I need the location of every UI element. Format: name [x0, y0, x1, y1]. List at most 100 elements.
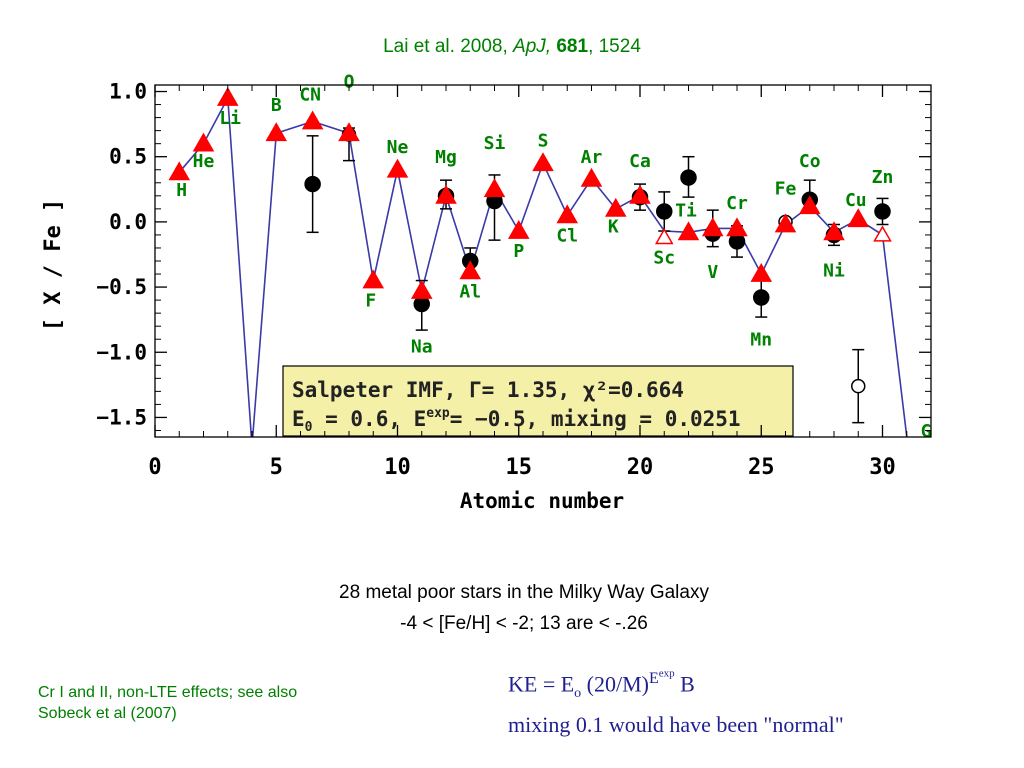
- model-point-3: [265, 122, 288, 142]
- element-label-7: Ne: [387, 137, 409, 158]
- legend-line-1: Salpeter IMF, Γ= 1.35, χ²=0.664: [292, 378, 684, 402]
- element-label-21: V: [707, 262, 718, 283]
- element-label-0: H: [176, 180, 187, 201]
- y-tick-label-0: 1.0: [109, 80, 147, 104]
- abundance-chart: H He Li B CN O F Ne Na Mg Al Si P S Cl Ar K Ca Ti Sc Cr V Fe Mn…: [41, 72, 932, 513]
- element-label-14: Cl: [556, 225, 578, 246]
- element-label-24: Co: [799, 151, 821, 172]
- observation-point-0: [304, 175, 321, 193]
- element-label-25: Cu: [845, 190, 867, 211]
- observation-point-16: [874, 203, 891, 220]
- legend-e0-sub: 0: [305, 420, 313, 435]
- legend-box: [282, 365, 794, 437]
- observation-point-15: [851, 378, 866, 394]
- formula-line-2: mixing 0.1 would have been "normal": [508, 712, 844, 737]
- model-point-13: [532, 152, 554, 172]
- legend: Salpeter IMF, Γ= 1.35, χ²=0.664 E0 = 0.6…: [282, 365, 794, 437]
- model-point-21: [726, 217, 748, 237]
- element-label-16: K: [608, 216, 619, 237]
- model-point-2: [216, 87, 239, 106]
- model-point-7: [386, 158, 409, 178]
- formula-sup: Eexp: [649, 668, 675, 688]
- model-point-27: [873, 225, 892, 242]
- model-point-14: [556, 204, 579, 224]
- legend-line-2-rest: = −0.5, mixing = 0.0251: [450, 407, 741, 431]
- y-tick-label-4: −1.0: [96, 340, 147, 364]
- element-label-2: Li: [219, 108, 241, 129]
- element-label-5: O: [344, 72, 355, 93]
- element-label-28: G: [921, 421, 932, 442]
- x-tick-label-1: 5: [270, 455, 283, 480]
- model-point-0: [168, 161, 191, 181]
- model-point-10: [459, 260, 482, 280]
- formula-mid: (20/M): [581, 671, 649, 697]
- element-label-10: Al: [459, 282, 481, 303]
- element-label-12: P: [513, 241, 524, 262]
- citation-volume: 681: [556, 36, 589, 57]
- model-point-18: [654, 228, 674, 245]
- model-point-4: [301, 110, 324, 130]
- element-label-17: Ca: [629, 151, 651, 172]
- element-labels-group: H He Li B CN O F Ne Na Mg Al Si P S Cl Ar K Ca Ti Sc Cr V Fe Mn…: [176, 72, 931, 442]
- element-label-26: Ni: [823, 261, 845, 282]
- legend-e0-rest: = 0.6, E: [312, 407, 426, 431]
- formula-lhs: KE = E: [508, 671, 575, 697]
- x-axis-label: Atomic number: [460, 489, 624, 513]
- x-tick-label-2: 10: [384, 455, 411, 480]
- element-label-1: He: [193, 151, 215, 172]
- element-label-19: Sc: [653, 248, 675, 269]
- model-point-23: [774, 213, 797, 233]
- formula-sup-e: E: [649, 670, 659, 688]
- element-label-23: Mn: [750, 330, 772, 351]
- model-point-9: [435, 184, 457, 204]
- model-point-25: [823, 221, 845, 241]
- model-points-group: [168, 87, 892, 299]
- y-axis-label: [ X / Fe ]: [41, 199, 66, 331]
- observation-point-7: [656, 203, 673, 220]
- model-point-24: [798, 195, 821, 215]
- element-label-9: Mg: [435, 147, 457, 168]
- caption-line-2: -4 < [Fe/H] < -2; 13 are < -.26: [400, 613, 648, 634]
- citation-journal: ApJ,: [513, 36, 552, 57]
- model-point-15: [580, 167, 603, 187]
- x-tick-label-6: 30: [869, 455, 896, 480]
- model-point-8: [410, 279, 433, 299]
- citation-page: , 1524: [588, 36, 641, 57]
- legend-line-2: E0 = 0.6, Eexp= −0.5, mixing = 0.0251: [292, 406, 741, 435]
- axes-group: 0 5 10 15 20 25 30 1.0 0.5 0.0 −0.5 −1.0 −1.5: [96, 80, 932, 480]
- caption-line-1: 28 metal poor stars in the Milky Way Gal…: [339, 582, 709, 603]
- element-label-6: F: [365, 291, 376, 312]
- element-label-11: Si: [484, 133, 506, 154]
- element-label-18: Ti: [675, 201, 697, 222]
- formula-sup-exp: exp: [658, 668, 675, 680]
- element-label-22: Fe: [775, 179, 797, 200]
- note: Cr I and II, non-LTE effects; see also S…: [38, 682, 398, 724]
- observation-point-11: [753, 289, 770, 306]
- citation-authors: Lai et al. 2008,: [383, 36, 508, 57]
- element-label-15: Ar: [581, 147, 603, 168]
- model-point-12: [507, 220, 530, 239]
- y-tick-label-1: 0.5: [109, 145, 147, 169]
- model-point-20: [701, 217, 724, 237]
- legend-e0: E: [292, 407, 305, 431]
- x-tick-label-3: 15: [506, 455, 533, 480]
- element-label-13: S: [538, 130, 549, 151]
- model-point-11: [483, 178, 506, 198]
- model-point-26: [847, 208, 870, 228]
- model-point-5: [338, 122, 360, 142]
- y-tick-label-3: −0.5: [96, 275, 147, 299]
- model-point-17: [629, 184, 651, 204]
- x-tick-label-0: 0: [148, 455, 161, 480]
- model-point-19: [677, 221, 700, 241]
- model-point-6: [362, 269, 385, 289]
- legend-line-1-text: Salpeter IMF, Γ= 1.35, χ²=0.664: [292, 378, 684, 402]
- formula-tail: B: [674, 671, 695, 697]
- element-label-3: B: [271, 95, 282, 116]
- model-point-1: [192, 132, 215, 152]
- element-label-20: Cr: [726, 193, 748, 214]
- note-line-2: Sobeck et al (2007): [38, 705, 177, 722]
- legend-exp-sup: exp: [426, 406, 450, 421]
- x-tick-label-4: 20: [627, 455, 654, 480]
- element-label-27: Zn: [872, 167, 894, 188]
- x-tick-label-5: 25: [748, 455, 775, 480]
